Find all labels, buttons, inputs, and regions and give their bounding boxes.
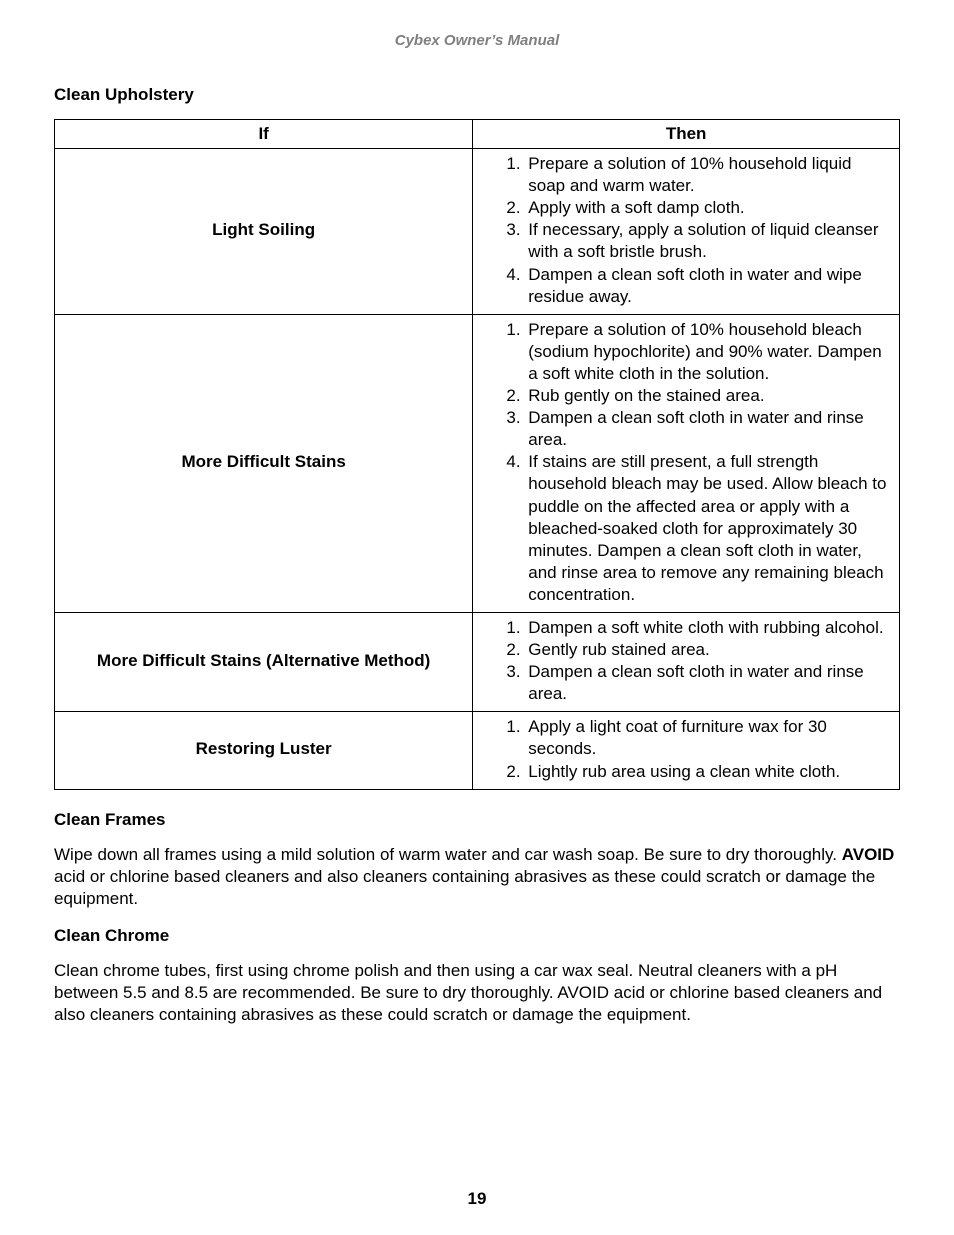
text-run: acid or chlorine based cleaners and also…: [54, 867, 875, 908]
step-item: Apply with a soft damp cloth.: [525, 197, 891, 219]
table-row: More Difficult Stains (Alternative Metho…: [55, 612, 900, 711]
table-header-row: If Then: [55, 120, 900, 149]
then-cell: Prepare a solution of 10% household liqu…: [473, 149, 900, 315]
step-item: Dampen a clean soft cloth in water and r…: [525, 661, 891, 705]
then-cell: Apply a light coat of furniture wax for …: [473, 712, 900, 789]
step-item: Lightly rub area using a clean white clo…: [525, 761, 891, 783]
if-cell: Light Soiling: [55, 149, 473, 315]
step-item: Apply a light coat of furniture wax for …: [525, 716, 891, 760]
steps-list: Apply a light coat of furniture wax for …: [481, 716, 891, 782]
step-item: If stains are still present, a full stre…: [525, 451, 891, 606]
step-item: Prepare a solution of 10% household blea…: [525, 319, 891, 385]
table-row: More Difficult Stains Prepare a solution…: [55, 314, 900, 612]
then-cell: Prepare a solution of 10% household blea…: [473, 314, 900, 612]
step-item: If necessary, apply a solution of liquid…: [525, 219, 891, 263]
section-heading-upholstery: Clean Upholstery: [54, 85, 900, 105]
steps-list: Prepare a solution of 10% household liqu…: [481, 153, 891, 308]
section-heading-frames: Clean Frames: [54, 810, 900, 830]
page-number: 19: [0, 1189, 954, 1209]
text-bold-avoid: AVOID: [842, 845, 895, 864]
upholstery-table: If Then Light Soiling Prepare a solution…: [54, 119, 900, 790]
page: Cybex Owner’s Manual Clean Upholstery If…: [0, 0, 954, 1235]
steps-list: Prepare a solution of 10% household blea…: [481, 319, 891, 606]
col-header-then: Then: [473, 120, 900, 149]
if-cell: More Difficult Stains: [55, 314, 473, 612]
then-cell: Dampen a soft white cloth with rubbing a…: [473, 612, 900, 711]
step-item: Dampen a soft white cloth with rubbing a…: [525, 617, 891, 639]
step-item: Prepare a solution of 10% household liqu…: [525, 153, 891, 197]
steps-list: Dampen a soft white cloth with rubbing a…: [481, 617, 891, 705]
step-item: Dampen a clean soft cloth in water and w…: [525, 264, 891, 308]
step-item: Dampen a clean soft cloth in water and r…: [525, 407, 891, 451]
if-cell: More Difficult Stains (Alternative Metho…: [55, 612, 473, 711]
step-item: Rub gently on the stained area.: [525, 385, 891, 407]
section-heading-chrome: Clean Chrome: [54, 926, 900, 946]
table-row: Restoring Luster Apply a light coat of f…: [55, 712, 900, 789]
table-row: Light Soiling Prepare a solution of 10% …: [55, 149, 900, 315]
page-header: Cybex Owner’s Manual: [54, 32, 900, 49]
text-run: Wipe down all frames using a mild soluti…: [54, 845, 842, 864]
if-cell: Restoring Luster: [55, 712, 473, 789]
chrome-paragraph: Clean chrome tubes, first using chrome p…: [54, 960, 900, 1026]
frames-paragraph: Wipe down all frames using a mild soluti…: [54, 844, 900, 910]
col-header-if: If: [55, 120, 473, 149]
step-item: Gently rub stained area.: [525, 639, 891, 661]
